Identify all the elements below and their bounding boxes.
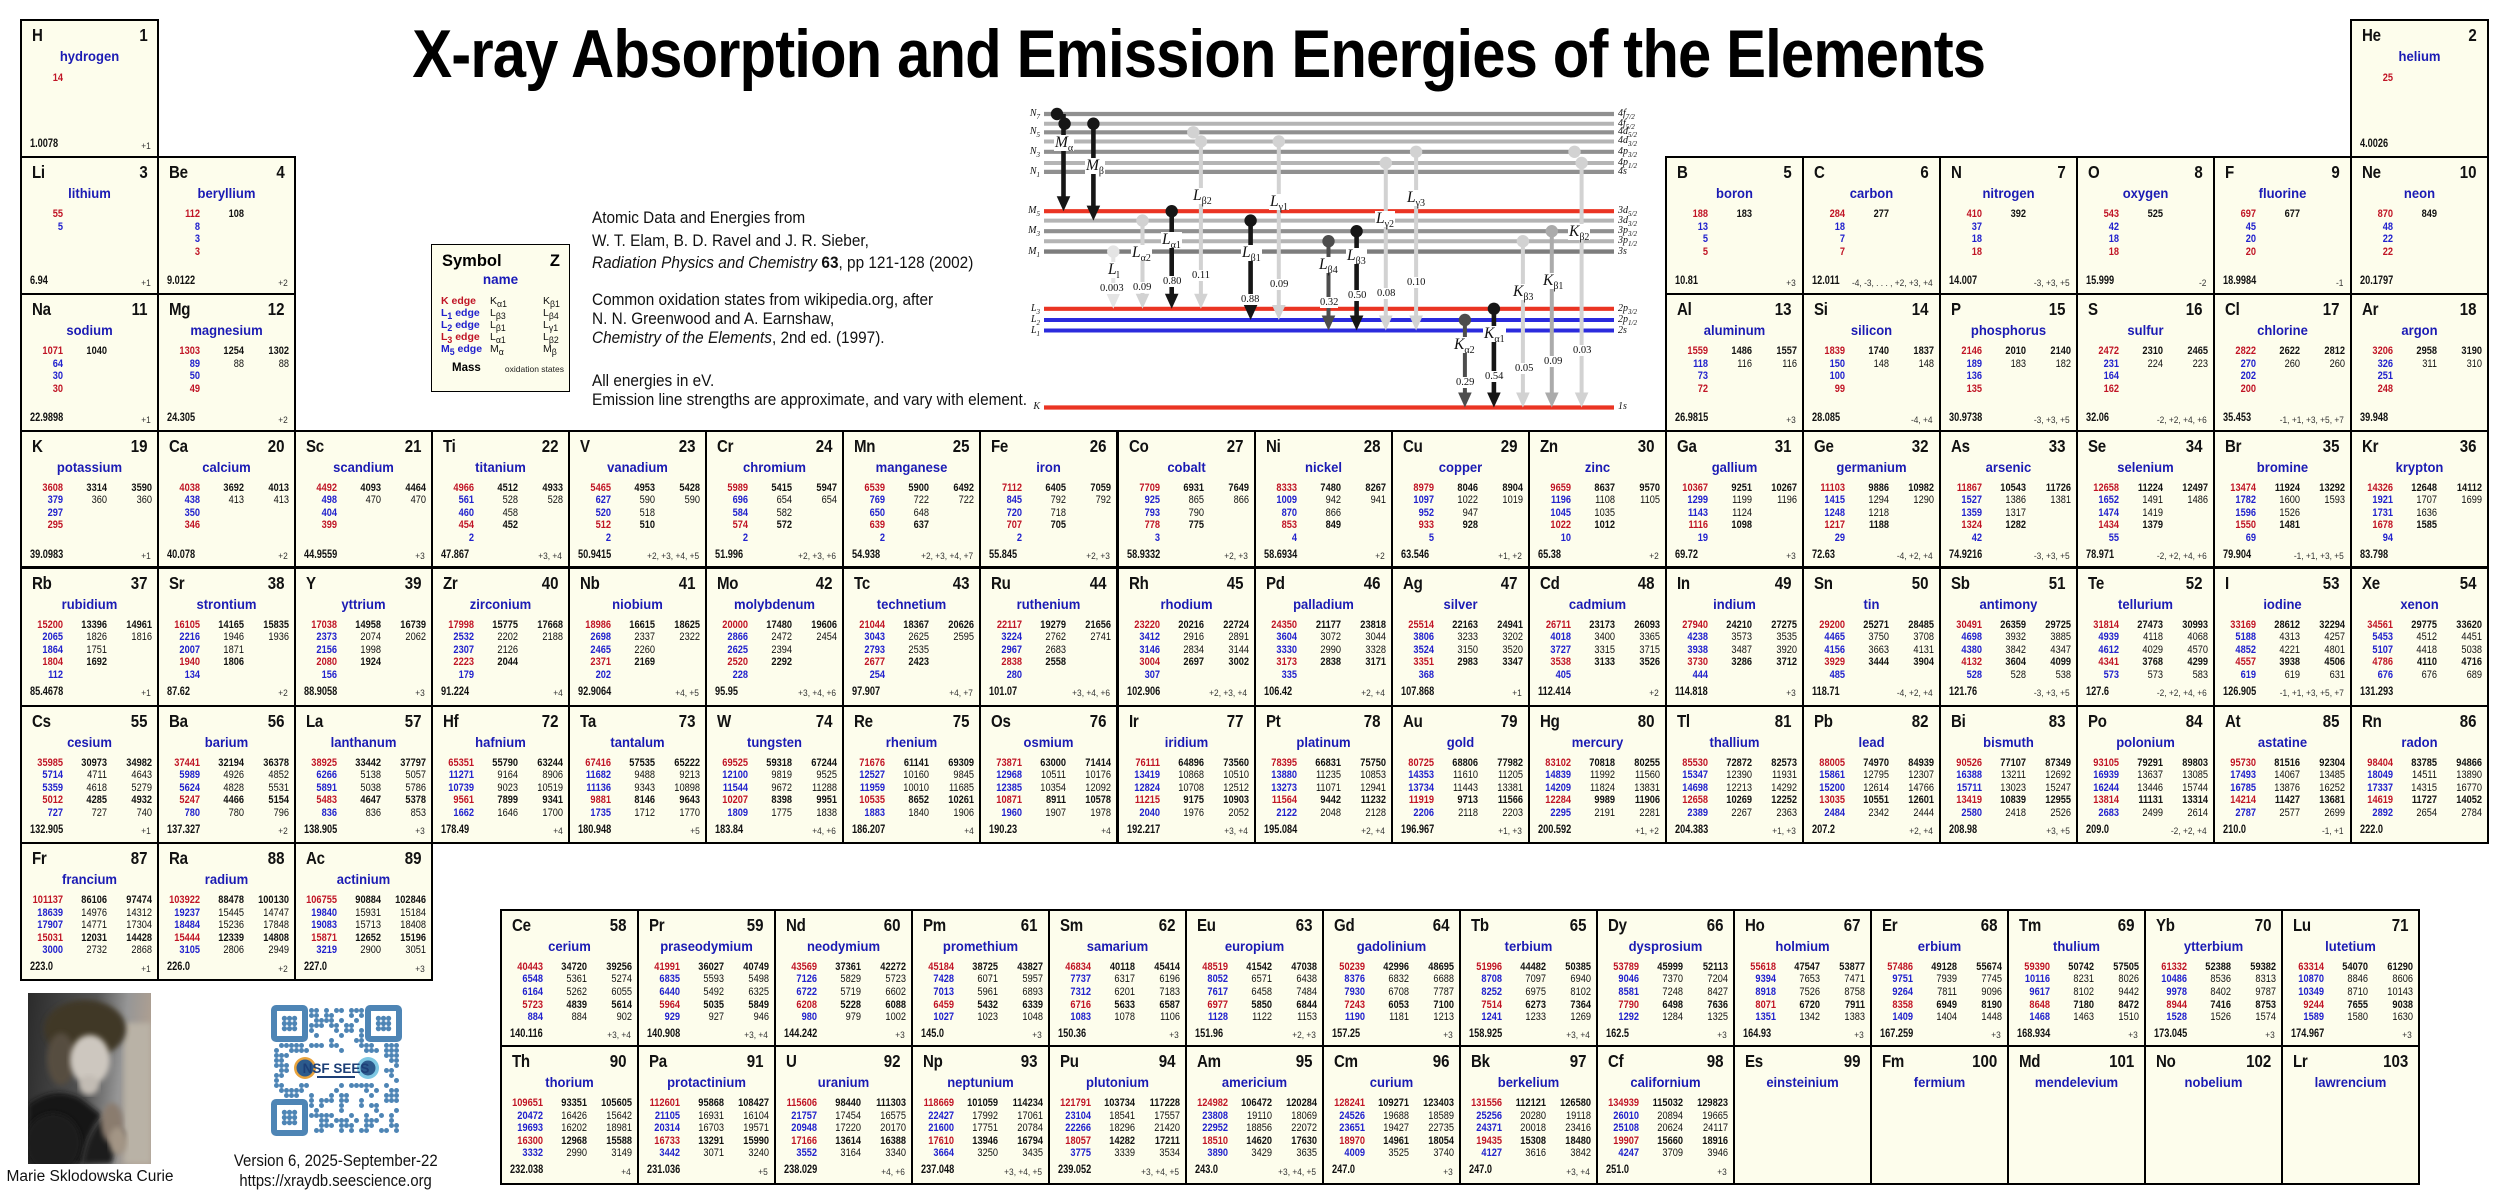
svg-text:NSF SEES: NSF SEES xyxy=(303,1061,370,1076)
